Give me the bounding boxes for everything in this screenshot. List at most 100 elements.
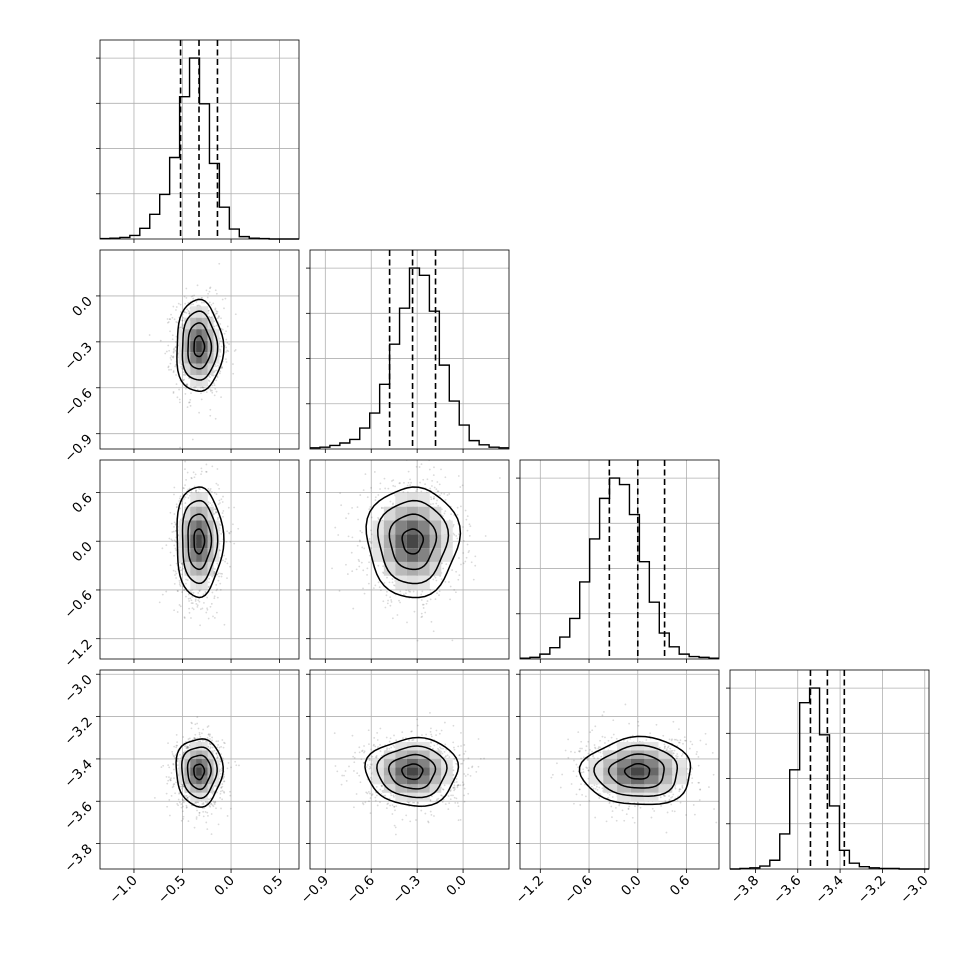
sample-point: [436, 490, 439, 493]
sample-point: [426, 478, 429, 481]
sample-point: [193, 737, 196, 739]
sample-point: [214, 801, 217, 804]
sample-point: [406, 484, 409, 487]
sample-point: [214, 308, 217, 311]
sample-point: [214, 508, 217, 510]
sample-point: [219, 772, 222, 775]
sample-point: [209, 797, 212, 800]
sample-point: [222, 559, 224, 562]
density-cell: [178, 520, 185, 535]
sample-point: [182, 373, 185, 376]
sample-point: [208, 742, 211, 744]
sample-point: [183, 616, 186, 619]
sample-point: [178, 581, 181, 584]
sample-point: [191, 438, 194, 441]
sample-point: [434, 576, 437, 579]
sample-point: [225, 351, 228, 353]
sample-point: [388, 740, 391, 743]
sample-point: [178, 500, 181, 502]
sample-point: [166, 782, 169, 785]
contour-line: [187, 322, 213, 370]
sample-point: [228, 532, 231, 535]
sample-point: [221, 512, 224, 514]
sample-point: [182, 324, 185, 327]
sample-point: [392, 744, 395, 747]
sample-point: [181, 319, 184, 322]
sample-point: [220, 498, 223, 501]
sample-point: [192, 297, 195, 300]
sample-point: [437, 490, 440, 493]
sample-point: [169, 778, 171, 781]
density-cell: [395, 506, 407, 521]
sample-point: [213, 384, 216, 387]
sample-point: [449, 585, 452, 588]
sample-point: [362, 587, 364, 590]
sample-point: [207, 379, 210, 382]
density-cell: [406, 492, 419, 507]
y-tick-label: −0.6: [61, 587, 95, 621]
sample-point: [179, 785, 182, 788]
sample-point: [205, 470, 207, 473]
sample-point: [178, 791, 181, 794]
sample-point: [194, 473, 197, 476]
density-cell: [184, 363, 191, 376]
sample-point: [181, 367, 183, 370]
sample-point: [207, 617, 210, 620]
sample-point: [175, 577, 177, 579]
sample-point: [444, 756, 447, 758]
sample-point: [408, 590, 411, 593]
sample-point: [448, 493, 451, 495]
sample-point: [168, 349, 171, 352]
sample-point: [368, 561, 370, 564]
sample-point: [180, 756, 183, 759]
sample-point: [187, 738, 190, 740]
sample-point: [217, 484, 219, 486]
sample-point: [167, 365, 170, 368]
sample-point: [386, 803, 389, 806]
sample-point: [421, 603, 424, 606]
sample-point: [169, 779, 172, 781]
sample-point: [186, 796, 189, 799]
density-cell: [190, 548, 197, 562]
sample-point: [429, 598, 432, 601]
sample-point: [175, 309, 177, 311]
density-cell: [213, 534, 220, 549]
sample-point: [208, 577, 211, 580]
sample-point: [220, 340, 222, 343]
sample-point: [187, 746, 190, 749]
sample-point: [431, 485, 433, 487]
sample-point: [207, 581, 210, 584]
sample-point: [220, 786, 223, 789]
sample-point: [227, 762, 230, 764]
sample-point: [184, 460, 187, 463]
sample-point: [185, 747, 188, 750]
density-panel-1-0: −0.9−0.6−0.30.0: [61, 249, 300, 466]
sample-point: [176, 741, 179, 744]
sample-point: [185, 806, 188, 809]
sample-point: [457, 578, 460, 581]
sample-point: [457, 475, 460, 477]
sample-point: [201, 296, 203, 299]
sample-point: [457, 784, 460, 787]
sample-point: [173, 521, 176, 524]
sample-point: [389, 604, 392, 607]
sample-point: [390, 453, 392, 455]
sample-point: [190, 602, 193, 605]
sample-point: [201, 386, 204, 389]
sample-point: [211, 391, 214, 394]
sample-point: [220, 745, 223, 748]
density-cell: [196, 741, 202, 751]
sample-point: [215, 312, 218, 315]
sample-point: [211, 739, 213, 742]
sample-point: [215, 511, 218, 514]
sample-point: [226, 349, 229, 352]
y-tick-label: −0.6: [61, 385, 95, 419]
density-cell: [207, 758, 214, 768]
sample-point: [220, 807, 222, 810]
sample-point: [158, 601, 161, 604]
sample-point: [198, 731, 201, 734]
sample-point: [198, 811, 201, 814]
sample-point: [180, 785, 183, 788]
sample-point: [432, 497, 435, 500]
